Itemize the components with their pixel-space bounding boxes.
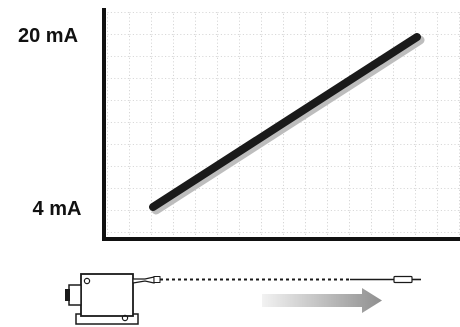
screw-icon xyxy=(83,277,91,285)
series-line xyxy=(149,33,421,211)
probe-tip-icon xyxy=(393,275,413,284)
connector-icon xyxy=(68,284,82,306)
y-label-bottom: 4 mA xyxy=(33,198,82,220)
screw-icon xyxy=(121,314,129,322)
sensor-assembly xyxy=(65,273,421,325)
series-line-shadow xyxy=(151,35,425,215)
direction-arrow-icon xyxy=(262,288,382,313)
y-label-top: 20 mA xyxy=(18,25,78,47)
sensor-housing-icon xyxy=(80,273,134,317)
connector-plug xyxy=(65,289,70,301)
cable-gland xyxy=(132,276,155,284)
gland-collar xyxy=(153,276,161,283)
